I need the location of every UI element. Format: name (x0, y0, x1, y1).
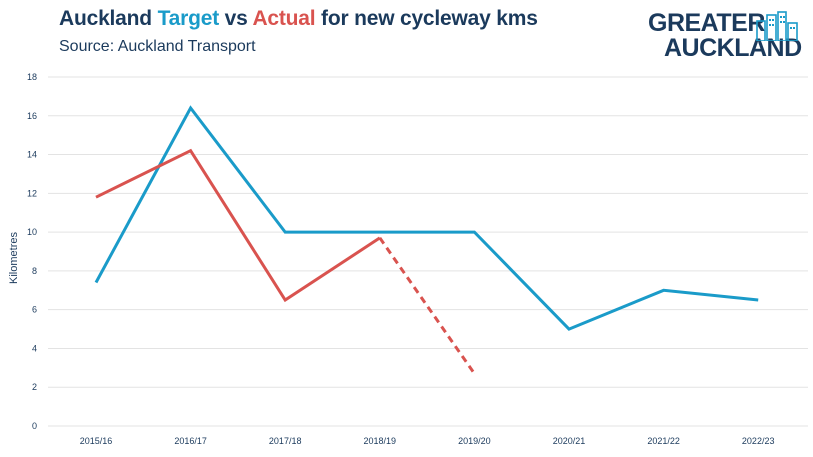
grid-lines (48, 76, 808, 427)
y-tick-label: 10 (27, 227, 37, 237)
title-prefix: Auckland (59, 7, 158, 30)
greater-auckland-logo: GREATER AUCKLAND (648, 9, 802, 63)
x-tick-label: 2022/23 (742, 436, 775, 446)
series-line-actual (95, 148, 381, 303)
x-tick-label: 2019/20 (458, 436, 491, 446)
y-tick-label: 12 (27, 188, 37, 198)
y-axis-ticks: 0 2 4 6 8 10 12 14 16 18 (27, 72, 37, 431)
series-line-projection (378, 237, 476, 375)
title-target: Target (157, 7, 220, 30)
x-tick-label: 2016/17 (174, 436, 207, 446)
x-tick-label: 2018/19 (364, 436, 397, 446)
y-tick-label: 16 (27, 111, 37, 121)
city-buildings-icon (756, 11, 798, 41)
y-tick-label: 2 (32, 382, 37, 392)
y-tick-label: 0 (32, 421, 37, 431)
x-tick-label: 2021/22 (647, 436, 680, 446)
x-tick-label: 2017/18 (269, 436, 302, 446)
series-line-target (94, 105, 759, 331)
y-tick-label: 4 (32, 343, 37, 353)
chart-title: Auckland Target vs Actual for new cyclew… (59, 7, 538, 31)
y-tick-label: 14 (27, 150, 37, 160)
series-lines (94, 105, 759, 375)
x-tick-label: 2015/16 (80, 436, 113, 446)
y-axis-label: Kilometres (8, 232, 20, 284)
logo-line1: GREATER (648, 9, 765, 37)
y-tick-label: 6 (32, 305, 37, 315)
chart-subtitle: Source: Auckland Transport (59, 38, 256, 55)
title-suffix: for new cycleway kms (315, 7, 538, 30)
x-tick-label: 2020/21 (553, 436, 586, 446)
y-tick-label: 18 (27, 72, 37, 82)
title-actual: Actual (252, 7, 316, 30)
x-axis-ticks: 2015/16 2016/17 2017/18 2018/19 2019/20 2020/… (80, 436, 775, 446)
title-vs: vs (218, 7, 253, 30)
logo-line2: AUCKLAND (664, 34, 802, 62)
y-tick-label: 8 (32, 266, 37, 276)
